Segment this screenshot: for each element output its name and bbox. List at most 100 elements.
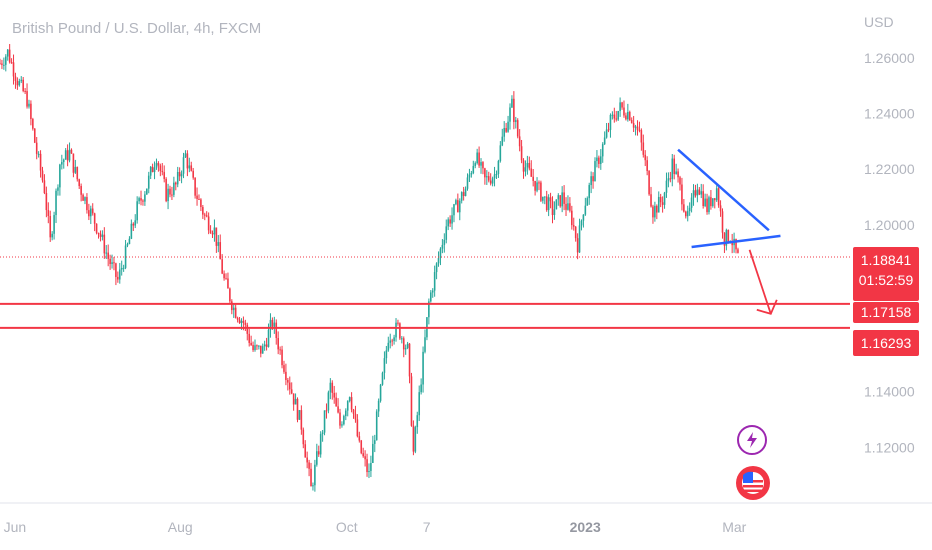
candle-body [319,434,322,455]
candle-body [406,343,409,348]
candle-body [574,226,577,239]
candle-body [439,248,442,259]
candle-body [236,317,239,320]
candle-body [310,468,312,487]
candle-body [231,301,233,311]
candle-body [399,323,401,339]
candle-body [623,107,625,116]
candle-body [225,278,227,280]
candle-body [372,443,374,463]
candle-body [312,485,314,487]
candle-body [1,63,3,65]
candle-body [364,456,366,460]
candle-body [316,451,318,465]
candle-body [708,197,710,213]
candle-body [667,178,670,181]
candle-body [538,182,540,184]
candle-body [571,210,573,226]
candle-body [306,457,308,463]
candle-body [555,199,558,210]
candle-body [323,410,326,433]
candle-body [344,410,347,417]
candle-body [20,79,23,82]
candle-body [354,413,357,420]
candle-body [130,223,133,239]
candle-body [174,182,177,185]
candle-body [576,238,579,253]
lightning-icon[interactable] [737,425,767,455]
candle-body [657,196,660,213]
candle-body [435,263,438,273]
candle-body [200,199,202,208]
candle-body [599,156,602,164]
candle-body [33,128,36,143]
candle-body [727,229,730,243]
candle-body [28,103,30,107]
candle-body [146,188,148,195]
candle-body [665,180,668,193]
candle-body [460,192,463,201]
candle-body [737,249,739,253]
candle-body [470,172,473,175]
candle-body [735,238,737,250]
candle-body [161,170,164,173]
y-tick-label: 1.26000 [864,50,915,66]
candle-body [642,142,645,155]
candle-body [592,176,594,182]
candle-body [464,188,467,196]
candle-body [89,208,92,217]
candle-body [4,56,7,65]
candle-body [567,203,569,210]
candle-body [238,319,241,324]
candle-body [352,409,355,414]
us-flag-icon[interactable] [736,466,770,500]
candle-body [370,462,372,471]
candle-body [445,226,448,240]
candle-body [136,201,138,221]
candle-body [628,111,631,121]
candle-body [333,392,336,398]
candle-body [327,392,330,411]
candle-body [263,344,266,347]
candle-body [149,166,152,176]
candle-body [124,245,127,268]
candle-body [582,214,585,221]
level-price-tag-2: 1.16293 [853,330,919,356]
candle-body [480,162,482,166]
candle-body [298,410,301,420]
candle-body [267,329,270,347]
candle-body [244,322,247,325]
candle-body [188,165,191,169]
x-tick-label: Mar [722,519,746,535]
candle-body [580,220,583,226]
candle-body [339,412,341,426]
candle-body [223,273,225,279]
candle-body [6,49,9,57]
candle-body [458,200,461,213]
candle-body [447,219,449,227]
candle-body [275,322,278,339]
candle-body [37,153,40,155]
candle-body [18,81,21,86]
candle-body [61,162,63,165]
candle-body [553,209,556,215]
candle-body [731,241,733,246]
candle-body [617,110,619,120]
candle-body [634,126,637,128]
candle-body [373,440,376,444]
candle-body [178,171,181,177]
candle-body [534,180,536,191]
candle-body [93,213,96,224]
candle-body [88,210,90,217]
candle-body [261,346,264,354]
candle-body [636,126,639,130]
forecast-arrow-head [756,299,778,315]
candle-body [509,107,511,122]
x-tick-label: 2023 [570,519,601,535]
candle-body [368,470,370,473]
candle-body [594,161,596,182]
candle-body [39,153,42,171]
candle-body [700,191,703,195]
